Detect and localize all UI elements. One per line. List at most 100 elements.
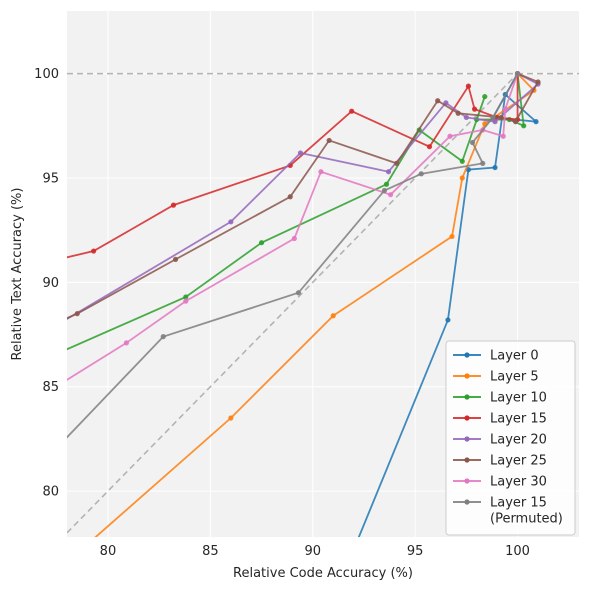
legend-entry-2: Layer 10 [453,391,547,406]
series-point [291,235,297,242]
series-point [445,317,451,323]
series-point [385,169,392,175]
series-point [447,133,453,139]
x-tick-labels: 80 85 90 95 100 [100,544,530,559]
series-layer [3,71,541,537]
legend-label: Layer 0 [490,349,539,364]
series-point [465,83,472,89]
series-point [502,106,508,112]
y-tick-label: 90 [42,276,59,291]
series-point [330,313,336,319]
series-point [349,108,355,114]
x-axis-label: Relative Code Accuracy (%) [233,566,413,581]
series-line [67,72,540,320]
legend-label: Layer 25 [490,454,547,469]
series-point [258,240,265,246]
series-point [295,290,302,296]
series-point [91,248,97,254]
series-point [471,106,478,112]
legend-label: Layer 15 [490,412,547,427]
series-point [435,98,441,104]
series-point [228,415,234,421]
legend-marker-point [464,457,470,463]
series-point [3,342,8,347]
series-point [426,144,433,150]
y-tick-labels: 80 85 90 95 100 [34,67,59,499]
legend-marker-point [464,394,470,400]
legend-entry-6: Layer 30 [453,475,547,490]
legend-label: Layer 20 [490,433,547,448]
legend-marker-point [464,436,470,442]
legend-marker-point [464,478,470,484]
series-point [326,137,332,144]
legend-entry-3: Layer 15 [453,412,547,427]
series-point [418,171,424,177]
series-point [459,158,465,164]
x-tick-label: 95 [407,544,424,559]
series-point [228,219,234,225]
legend-marker-point [464,352,470,358]
legend-label: Layer 30 [490,475,547,490]
x-tick-label: 100 [505,544,530,559]
series-point [500,133,506,139]
legend-marker-point [464,499,470,505]
series-point [3,499,8,504]
series-point [160,334,166,340]
legend-box [445,340,576,536]
y-axis-label: Relative Text Accuracy (%) [10,188,25,361]
series-point [533,119,539,125]
series-point [463,114,469,121]
series-point [449,233,455,240]
y-tick-label: 85 [42,380,59,395]
series-point [3,415,8,420]
series-point [469,139,476,146]
series-point [480,160,486,166]
legend-label: Layer 15 (Permuted) [490,496,563,527]
series-point [172,256,179,262]
x-tick-label: 80 [100,544,117,559]
series-point [383,181,390,187]
series-point [492,164,498,171]
x-tick-label: 85 [202,544,219,559]
series-point [482,93,488,100]
legend-marker-point [464,415,470,421]
series-point [3,353,8,358]
series-layer-5 [3,71,541,347]
legend-entry-0: Layer 0 [453,349,539,364]
series-point [297,150,304,156]
reference-lines [67,72,579,534]
series-point [74,311,80,317]
series-point [521,123,527,129]
series-point [287,194,293,200]
legend-entry-4: Layer 20 [453,433,547,448]
legend-entry-5: Layer 25 [453,454,547,469]
series-point [512,119,519,125]
legend-entry-1: Layer 5 [453,370,539,385]
series-point [459,175,465,181]
legend-marker-point [464,373,470,379]
series-point [387,192,394,198]
legend-entry-7: Layer 15 (Permuted) [453,496,563,527]
y-tick-label: 80 [42,485,59,500]
legend: Layer 0 Layer 5 Layer 10 Layer 15 Layer 20 La… [445,340,576,536]
series-point [498,114,504,121]
legend-label: Layer 10 [490,391,547,406]
series-point [492,119,498,125]
legend-label: Layer 5 [490,370,539,385]
x-tick-label: 90 [304,544,321,559]
y-tick-label: 100 [34,67,59,82]
series-point [183,298,189,304]
series-point [394,160,400,166]
reference-line-diagonal [67,73,519,534]
series-point [123,340,129,346]
series-point [535,79,541,85]
series-layer-7 [3,71,521,504]
series-point [318,169,324,175]
series-point [170,202,177,208]
y-tick-label: 95 [42,171,59,186]
series-point [455,110,461,116]
series-point [381,187,388,194]
series-point [183,294,189,300]
series-point [3,374,8,379]
